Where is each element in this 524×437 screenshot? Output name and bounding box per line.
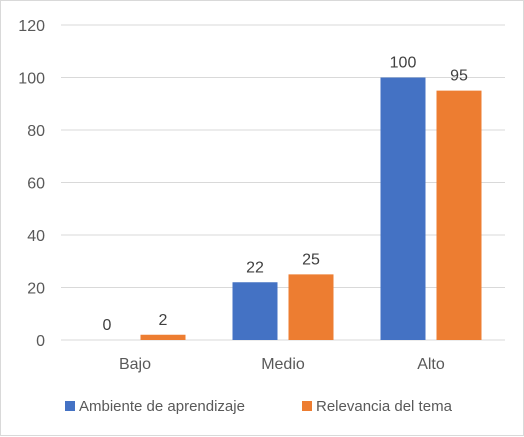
y-tick-label: 60 — [27, 176, 45, 193]
bar-alto-series-1 — [380, 77, 426, 340]
legend-label: Relevancia del tema — [316, 398, 453, 415]
data-label: 100 — [390, 55, 417, 72]
legend-label: Ambiente de aprendizaje — [79, 398, 245, 415]
data-label: 95 — [450, 68, 468, 85]
x-tick-label: Alto — [417, 356, 445, 373]
legend-swatch — [65, 401, 75, 411]
y-tick-label: 0 — [36, 333, 45, 350]
data-label: 2 — [159, 312, 168, 329]
y-axis-ticks: 0 20 40 60 80 100 120 — [18, 18, 45, 350]
bar-bajo-series-2 — [140, 334, 186, 340]
legend-swatch — [302, 401, 312, 411]
bar-alto-series-2 — [436, 90, 482, 340]
x-axis-ticks: Bajo Medio Alto — [119, 356, 445, 373]
x-tick-label: Bajo — [119, 356, 151, 373]
gridlines — [61, 24, 505, 341]
x-tick-label: Medio — [261, 356, 305, 373]
data-label: 0 — [103, 317, 112, 334]
legend: Ambiente de aprendizaje Relevancia del te… — [65, 398, 453, 415]
bar-medio-series-2 — [288, 274, 334, 340]
data-label: 25 — [302, 251, 320, 268]
y-tick-label: 120 — [18, 18, 45, 35]
bar-medio-series-1 — [232, 282, 278, 340]
y-tick-label: 80 — [27, 123, 45, 140]
y-tick-label: 40 — [27, 228, 45, 245]
data-label: 22 — [246, 259, 264, 276]
y-tick-label: 20 — [27, 281, 45, 298]
bars — [140, 77, 482, 340]
y-tick-label: 100 — [18, 71, 45, 88]
